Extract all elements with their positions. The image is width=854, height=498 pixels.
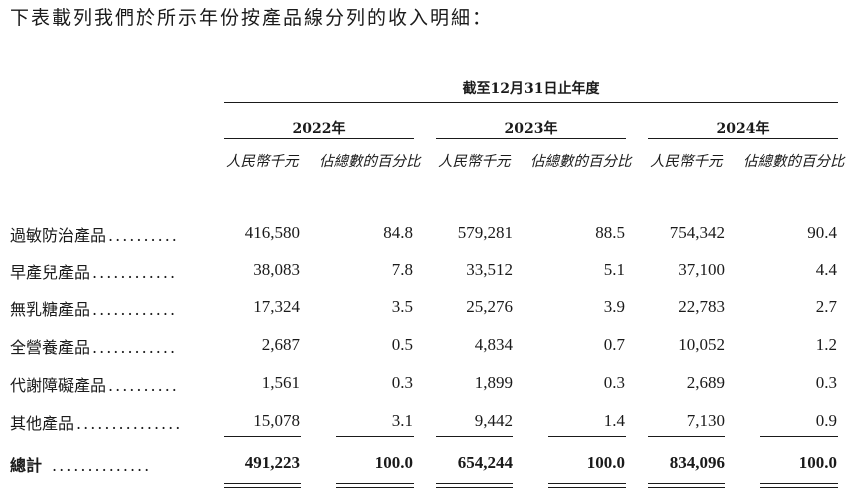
row-label: 早產兒產品	[10, 263, 91, 282]
total-amount-2022: 491,223	[244, 453, 300, 472]
double-rule	[436, 487, 513, 488]
cell-percent-2023: 0.7	[603, 335, 625, 354]
total-percent-2024: 100.0	[798, 453, 837, 472]
unit-amount-2024: 人民幣千元	[650, 154, 723, 170]
total-percent-2023: 100.0	[586, 453, 625, 472]
leader-dots: ..............	[52, 456, 152, 475]
row-label: 其他產品	[10, 414, 75, 433]
subtotal-rule	[648, 436, 725, 437]
period-header: 截至12月31日止年度	[462, 81, 600, 97]
cell-percent-2024: 0.9	[815, 411, 837, 430]
double-rule	[760, 487, 838, 488]
subtotal-rule	[336, 436, 414, 437]
leader-dots: ............	[92, 300, 178, 319]
unit-amount-2022: 人民幣千元	[226, 154, 299, 170]
cell-amount-2022: 1,561	[261, 373, 300, 392]
unit-percent-2024: 佔總數的百分比	[743, 154, 845, 170]
cell-amount-2023: 25,276	[466, 297, 513, 316]
cell-percent-2024: 90.4	[807, 223, 837, 242]
cell-percent-2024: 0.3	[815, 373, 837, 392]
cell-percent-2024: 4.4	[815, 260, 837, 279]
total-amount-2024: 834,096	[669, 453, 725, 472]
cell-amount-2022: 17,324	[253, 297, 300, 316]
row-label: 過敏防治產品	[10, 226, 107, 245]
cell-amount-2024: 2,689	[686, 373, 725, 392]
header-rule	[224, 102, 838, 103]
subtotal-rule	[436, 436, 513, 437]
cell-amount-2023: 9,442	[474, 411, 513, 430]
subtotal-rule	[548, 436, 626, 437]
cell-amount-2024: 37,100	[678, 260, 725, 279]
double-rule	[336, 483, 414, 484]
cell-amount-2023: 33,512	[466, 260, 513, 279]
cell-percent-2024: 1.2	[815, 335, 837, 354]
year-2023-rule	[436, 138, 626, 139]
intro-text: 下表載列我們於所示年份按產品線分列的收入明細：	[10, 7, 494, 29]
cell-percent-2023: 0.3	[603, 373, 625, 392]
double-rule	[548, 483, 626, 484]
leader-dots: ..........	[108, 226, 179, 245]
cell-percent-2022: 0.5	[391, 335, 413, 354]
cell-amount-2022: 2,687	[261, 335, 300, 354]
cell-amount-2023: 579,281	[457, 223, 513, 242]
cell-percent-2022: 7.8	[391, 260, 413, 279]
cell-percent-2022: 3.1	[391, 411, 413, 430]
unit-percent-2023: 佔總數的百分比	[530, 154, 632, 170]
double-rule	[224, 483, 301, 484]
cell-amount-2024: 754,342	[669, 223, 725, 242]
row-label: 無乳糖產品	[10, 300, 91, 319]
subtotal-rule	[224, 436, 301, 437]
double-rule	[224, 487, 301, 488]
year-2023-header: 2023年	[504, 121, 558, 137]
cell-percent-2022: 84.8	[383, 223, 413, 242]
cell-percent-2023: 3.9	[603, 297, 625, 316]
cell-percent-2022: 0.3	[391, 373, 413, 392]
subtotal-rule	[760, 436, 838, 437]
leader-dots: ............	[92, 263, 178, 282]
cell-amount-2023: 4,834	[474, 335, 513, 354]
cell-percent-2023: 88.5	[595, 223, 625, 242]
cell-amount-2022: 15,078	[253, 411, 300, 430]
cell-amount-2024: 22,783	[678, 297, 725, 316]
cell-percent-2024: 2.7	[815, 297, 837, 316]
double-rule	[436, 483, 513, 484]
double-rule	[548, 487, 626, 488]
year-2024-rule	[648, 138, 838, 139]
row-label: 代謝障礙產品	[10, 376, 107, 395]
unit-amount-2023: 人民幣千元	[438, 154, 511, 170]
double-rule	[648, 483, 725, 484]
row-label: 全營養產品	[10, 338, 91, 357]
double-rule	[648, 487, 725, 488]
cell-amount-2024: 7,130	[686, 411, 725, 430]
total-label: 總計	[10, 456, 43, 475]
double-rule	[760, 483, 838, 484]
leader-dots: ...............	[76, 414, 183, 433]
cell-amount-2022: 416,580	[244, 223, 300, 242]
unit-percent-2022: 佔總數的百分比	[319, 154, 421, 170]
cell-amount-2024: 10,052	[678, 335, 725, 354]
cell-percent-2023: 1.4	[603, 411, 625, 430]
cell-amount-2023: 1,899	[474, 373, 513, 392]
total-percent-2022: 100.0	[374, 453, 413, 472]
total-amount-2023: 654,244	[457, 453, 513, 472]
double-rule	[336, 487, 414, 488]
year-2022-rule	[224, 138, 414, 139]
cell-amount-2022: 38,083	[253, 260, 300, 279]
year-2022-header: 2022年	[292, 121, 346, 137]
year-2024-header: 2024年	[716, 121, 770, 137]
cell-percent-2022: 3.5	[391, 297, 413, 316]
cell-percent-2023: 5.1	[603, 260, 625, 279]
leader-dots: ............	[92, 338, 178, 357]
leader-dots: ..........	[108, 376, 179, 395]
